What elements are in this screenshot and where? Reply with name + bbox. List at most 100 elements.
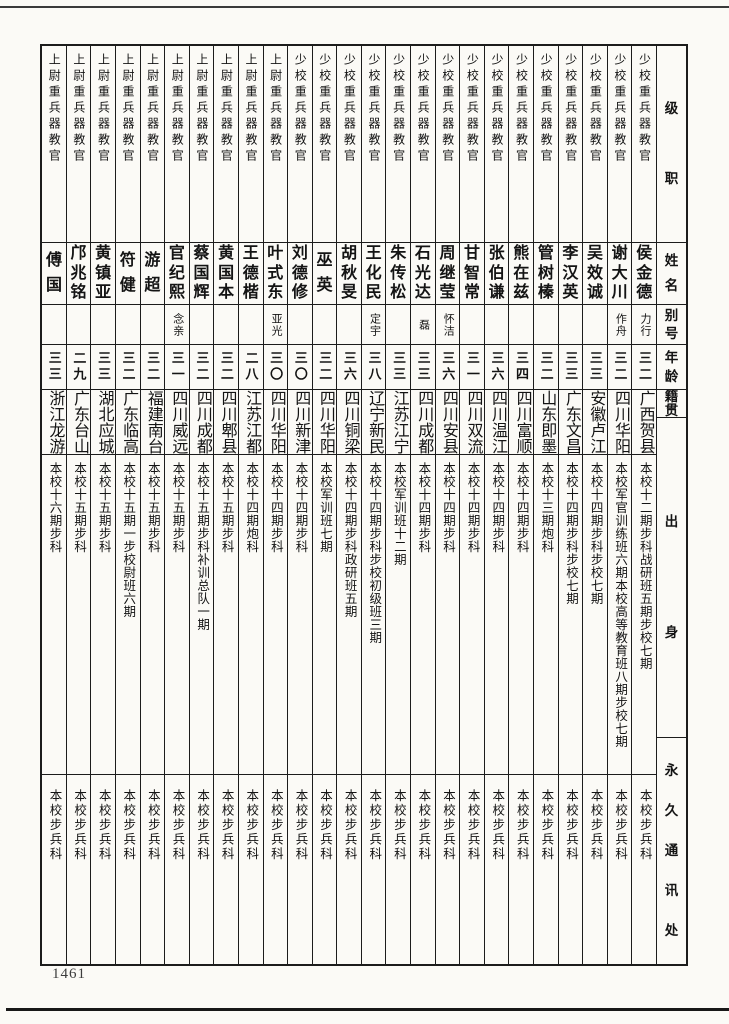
cell-address: 本校步兵科 <box>613 789 628 862</box>
cell-alias <box>42 305 66 345</box>
cell-native-place: 四川华阳 <box>607 390 632 455</box>
cell-age: 三二 <box>189 345 214 390</box>
cell-name: 王化民 <box>361 243 386 305</box>
table-column-person-13: 少校重兵器教官胡秋旻三六 四川铜梁 本校十四期步科政研班五期 本校步兵科 <box>337 46 362 964</box>
cell-rank: 少校重兵器教官 <box>607 46 632 243</box>
cell-native-place: 四川温江 <box>484 390 509 455</box>
cell-alias <box>558 305 583 345</box>
cell-age: 三〇 <box>288 345 312 390</box>
cell-origin: 本校十二期步科战研班五期步校七期 <box>632 455 656 775</box>
cell-age: 三三 <box>386 345 411 390</box>
cell-age: 三二 <box>140 345 165 390</box>
cell-native-place: 辽宁新民 <box>361 390 386 455</box>
cell-native-place: 四川郫县 <box>214 390 238 455</box>
roster-table: 级职姓名别号年龄籍贯出身永久通讯处少校重兵器教官侯金德力行 三二 广西贺县 本校十二期… <box>40 44 688 966</box>
cell-rank: 上尉重兵器教官 <box>189 46 214 243</box>
cell-native-place: 四川成都 <box>411 390 435 455</box>
cell-origin: 本校十三期炮科 <box>534 455 558 775</box>
table-column-person-25: 上尉重兵器教官傅国三三 浙江龙游 本校十六期步科 本校步兵科 <box>42 46 67 964</box>
cell-name: 胡秋旻 <box>337 243 361 305</box>
cell-native-place: 安徽卢江 <box>583 390 607 455</box>
table-header-column: 级职姓名别号年龄籍贯出身永久通讯处 <box>657 46 686 964</box>
table-column-person-11: 少校重兵器教官朱传松三三 江苏江宁 本校军训班十二期 本校步兵科 <box>386 46 412 964</box>
cell-age: 三八 <box>361 345 386 390</box>
cell-alias <box>583 305 607 345</box>
cell-native-place: 四川威远 <box>165 390 189 455</box>
cell-rank: 少校重兵器教官 <box>337 46 361 243</box>
cell-rank: 少校重兵器教官 <box>509 46 534 243</box>
cell-name: 蔡国辉 <box>189 243 214 305</box>
table-column-person-16: 上尉重兵器教官叶式东亚光 三〇 四川华阳 本校十四期步科 本校步兵科 <box>263 46 289 964</box>
cell-alias <box>337 305 361 345</box>
cell-alias <box>288 305 312 345</box>
cell-age: 三三 <box>583 345 607 390</box>
cell-address: 本校步兵科 <box>342 789 357 862</box>
cell-origin: 本校十四期步科步校七期 <box>583 455 607 775</box>
cell-rank: 少校重兵器教官 <box>583 46 607 243</box>
cell-alias: 定宇 <box>361 305 386 345</box>
header-alias-label: 别号 <box>657 305 686 345</box>
cell-age: 三六 <box>484 345 509 390</box>
cell-alias <box>140 305 165 345</box>
table-column-person-20: 上尉重兵器教官官纪熙念亲 三一 四川威远 本校十五期步科 本校步兵科 <box>165 46 190 964</box>
cell-name: 符健 <box>115 243 140 305</box>
cell-rank: 少校重兵器教官 <box>484 46 509 243</box>
cell-alias <box>238 305 263 345</box>
table-column-person-6: 少校重兵器教官熊在兹三四 四川富顺 本校十四期步科 本校步兵科 <box>509 46 535 964</box>
header-rank-label: 级职 <box>657 46 686 243</box>
cell-alias <box>484 305 509 345</box>
cell-address: 本校步兵科 <box>47 789 62 862</box>
cell-address: 本校步兵科 <box>391 789 406 862</box>
cell-address: 本校步兵科 <box>96 789 111 862</box>
cell-origin: 本校十四期步科 <box>435 455 460 775</box>
cell-alias <box>115 305 140 345</box>
cell-origin: 本校军训班十二期 <box>386 455 411 775</box>
table-column-person-5: 少校重兵器教官管树榛三二 山东即墨 本校十三期炮科 本校步兵科 <box>534 46 559 964</box>
table-column-person-1: 少校重兵器教官侯金德力行 三二 广西贺县 本校十二期步科战研班五期步校七期 本校步兵科 <box>632 46 657 964</box>
cell-alias <box>312 305 337 345</box>
cell-alias <box>214 305 238 345</box>
header-age-label: 年龄 <box>657 345 686 390</box>
cell-name: 侯金德 <box>632 243 656 305</box>
cell-native-place: 江苏江都 <box>238 390 263 455</box>
cell-name: 刘德修 <box>288 243 312 305</box>
cell-name: 黄镇亚 <box>91 243 115 305</box>
cell-address: 本校步兵科 <box>490 789 505 862</box>
cell-alias: 作舟 <box>607 305 632 345</box>
cell-native-place: 福建南台 <box>140 390 165 455</box>
cell-address: 本校步兵科 <box>441 789 456 862</box>
cell-name: 巫英 <box>312 243 337 305</box>
cell-rank: 上尉重兵器教官 <box>214 46 238 243</box>
table-column-person-2: 少校重兵器教官谢大川作舟 三二 四川华阳 本校军官训练班六期本校高等教育班八期步校七期… <box>607 46 633 964</box>
cell-age: 三二 <box>214 345 238 390</box>
cell-alias: 念亲 <box>165 305 189 345</box>
table-column-person-23: 上尉重兵器教官黄镇亚三三 湖北应城 本校十五期步科 本校步兵科 <box>91 46 116 964</box>
header-origin-label: 出身 <box>657 418 686 738</box>
cell-origin: 本校军官训练班六期本校高等教育班八期步校七期 <box>607 455 632 775</box>
cell-address: 本校步兵科 <box>416 789 431 862</box>
cell-address: 本校步兵科 <box>637 789 652 862</box>
page-number: 1461 <box>52 966 86 982</box>
cell-rank: 少校重兵器教官 <box>386 46 411 243</box>
cell-address: 本校步兵科 <box>219 789 234 862</box>
cell-alias: 亚光 <box>263 305 288 345</box>
cell-origin: 本校十五期步科 <box>214 455 238 775</box>
table-column-person-24: 上尉重兵器教官邝兆铭二九 广东台山 本校十五期步科 本校步兵科 <box>66 46 92 964</box>
cell-address: 本校步兵科 <box>367 789 382 862</box>
cell-alias: 磊 <box>411 305 435 345</box>
cell-rank: 少校重兵器教官 <box>411 46 435 243</box>
cell-name: 谢大川 <box>607 243 632 305</box>
cell-alias <box>509 305 534 345</box>
cell-address: 本校步兵科 <box>514 789 529 862</box>
cell-alias <box>460 305 484 345</box>
cell-native-place: 四川新津 <box>288 390 312 455</box>
cell-native-place: 浙江龙游 <box>42 390 66 455</box>
table-column-person-9: 少校重兵器教官周继莹怀洁 三六 四川安县 本校十四期步科 本校步兵科 <box>435 46 461 964</box>
cell-origin: 本校十四期步科 <box>411 455 435 775</box>
cell-address: 本校步兵科 <box>72 789 87 862</box>
cell-origin: 本校十四期步科 <box>484 455 509 775</box>
cell-name: 游超 <box>140 243 165 305</box>
cell-name: 石光达 <box>411 243 435 305</box>
cell-origin: 本校十四期步科 <box>288 455 312 775</box>
